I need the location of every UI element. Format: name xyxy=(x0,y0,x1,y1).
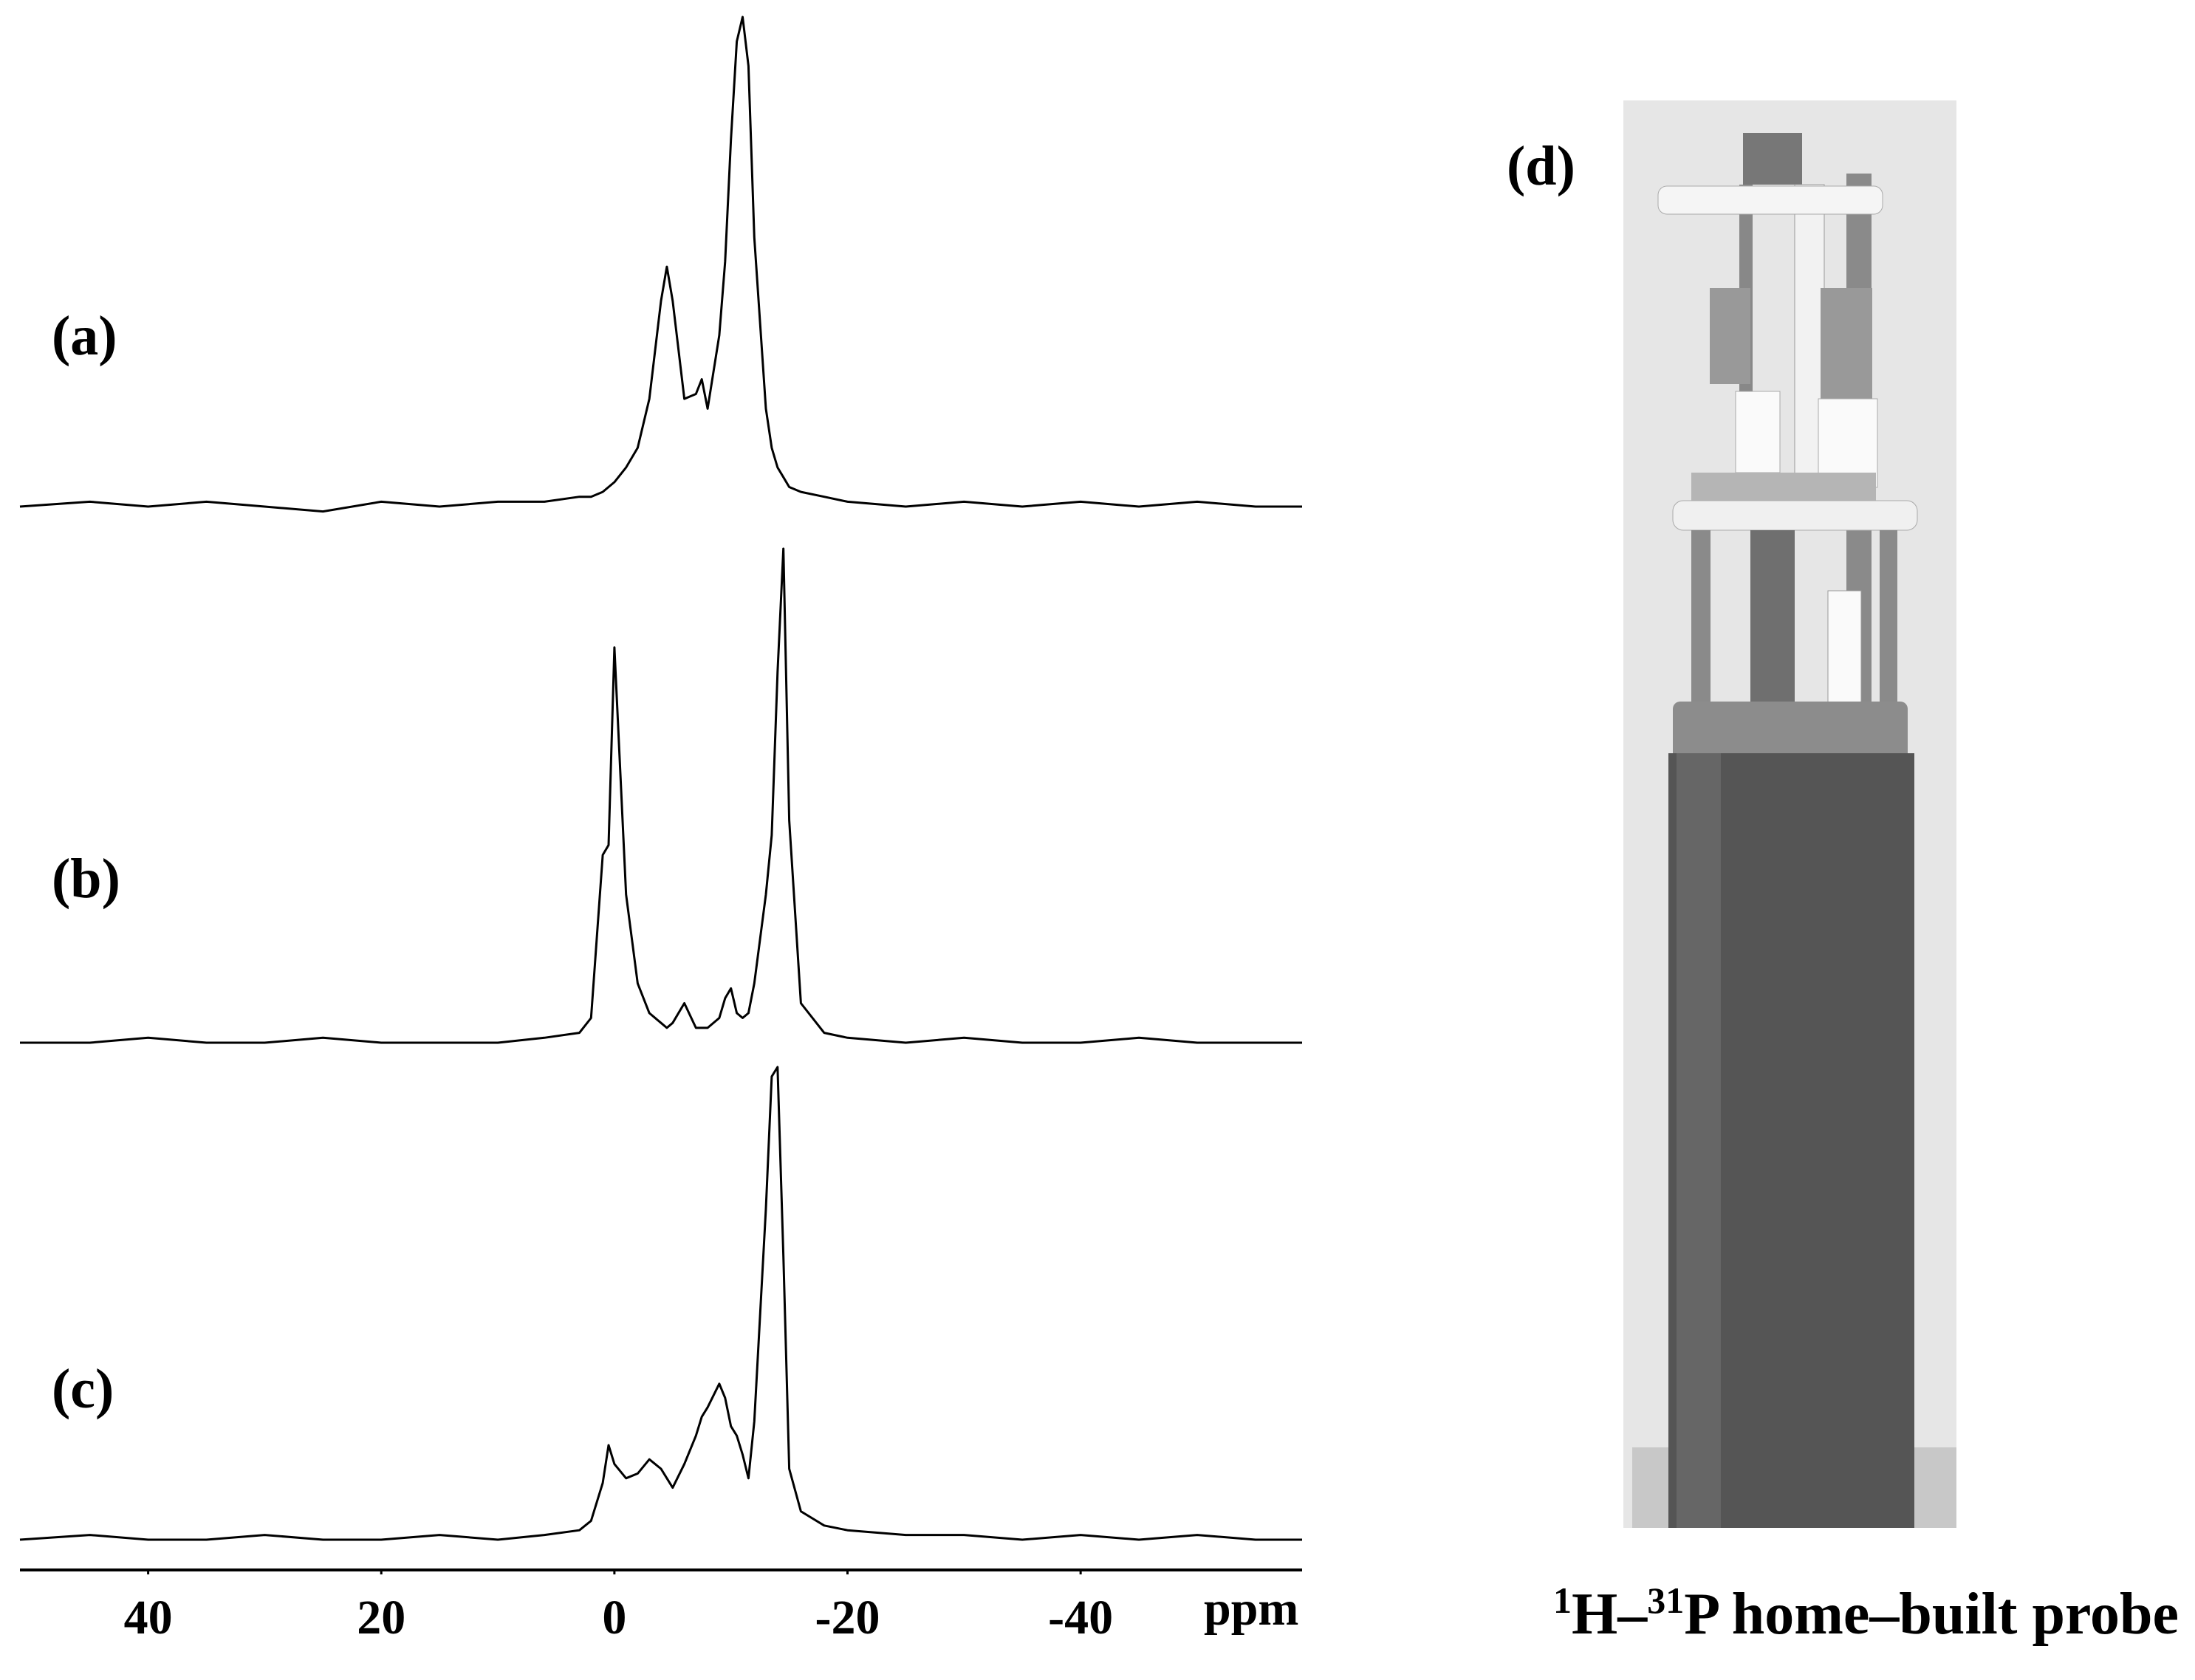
x-tick-label: 20 xyxy=(357,1591,405,1645)
panel-label: (b) xyxy=(52,848,120,910)
top-disc xyxy=(1657,185,1883,215)
photo-caption: 1H–31P home–built probe xyxy=(1553,1580,2179,1647)
photo-label: (d) xyxy=(1507,135,1575,197)
rod xyxy=(1880,530,1897,715)
top-capacitor xyxy=(1743,133,1802,185)
probe-photo xyxy=(1623,100,1956,1528)
x-tick-label: -40 xyxy=(1048,1591,1113,1645)
caption-part: P home–built probe xyxy=(1684,1582,2179,1647)
panel-label: (c) xyxy=(52,1358,114,1420)
rod xyxy=(1750,530,1795,715)
spectrum-line xyxy=(19,16,1302,513)
collar xyxy=(1673,702,1908,761)
spectrum-line xyxy=(19,1066,1302,1541)
x-tick-label: 40 xyxy=(124,1591,173,1645)
middle-disc xyxy=(1672,500,1918,531)
capacitor xyxy=(1710,288,1750,384)
rod xyxy=(1691,530,1711,715)
caption-part: 1 xyxy=(1553,1580,1572,1621)
caption-part: H– xyxy=(1572,1582,1648,1647)
insulator xyxy=(1735,391,1781,473)
caption-part: 31 xyxy=(1647,1580,1684,1621)
x-tick-label: 0 xyxy=(602,1591,626,1645)
spectrum-line xyxy=(20,547,1302,1044)
x-axis-label: ppm xyxy=(1204,1582,1298,1636)
x-tick-label: -20 xyxy=(815,1591,880,1645)
capacitor xyxy=(1821,288,1872,399)
panel-label: (a) xyxy=(52,305,117,367)
body-highlight xyxy=(1677,753,1721,1528)
